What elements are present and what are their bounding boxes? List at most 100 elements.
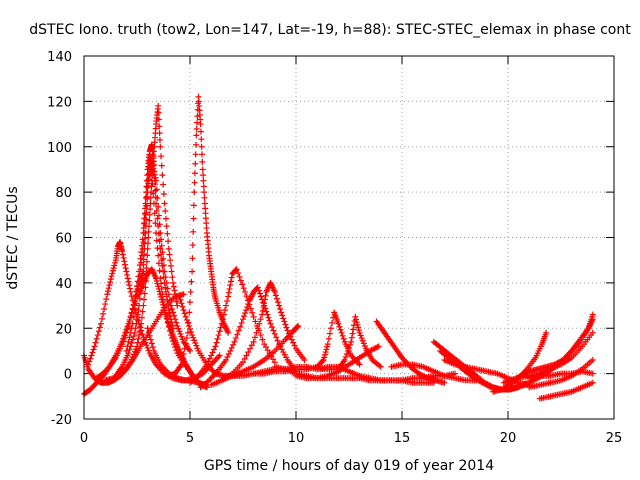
data-point — [360, 340, 367, 347]
x-axis-ticks: 0 5 10 15 20 25 — [80, 56, 622, 446]
data-point — [157, 143, 164, 150]
data-point — [176, 293, 183, 300]
data-point — [131, 307, 138, 314]
data-point — [194, 345, 201, 352]
y-axis-label: dSTEC / TECUs — [5, 186, 21, 289]
data-point — [153, 237, 160, 244]
data-point — [190, 228, 197, 235]
data-point — [237, 277, 244, 284]
data-point — [301, 357, 308, 364]
data-point — [224, 298, 231, 305]
data-point — [126, 285, 133, 292]
data-point — [85, 361, 92, 368]
data-point — [124, 343, 131, 350]
data-point — [163, 223, 170, 230]
data-point — [167, 302, 174, 309]
data-point — [344, 347, 351, 354]
data-point — [189, 242, 196, 249]
data-point — [272, 292, 279, 299]
data-point — [589, 370, 596, 377]
data-point — [154, 280, 161, 287]
data-point — [104, 291, 111, 298]
data-point — [87, 355, 94, 362]
data-point — [249, 309, 256, 316]
data-point — [219, 316, 226, 323]
data-point — [174, 302, 181, 309]
y-tick-label: 120 — [47, 95, 72, 110]
data-point — [284, 327, 291, 334]
data-point — [324, 343, 331, 350]
data-point — [194, 119, 201, 126]
data-point — [203, 384, 210, 391]
data-point — [107, 276, 114, 283]
data-point — [193, 132, 200, 139]
data-point — [170, 283, 177, 290]
data-point — [335, 320, 342, 327]
data-point — [254, 325, 261, 332]
data-point — [180, 291, 187, 298]
data-point — [134, 343, 140, 350]
data-point — [193, 342, 200, 349]
data-point — [259, 311, 266, 318]
data-point — [177, 330, 184, 337]
data-point — [270, 356, 277, 363]
data-point — [256, 290, 263, 297]
data-point — [361, 343, 368, 350]
data-point — [181, 345, 188, 352]
data-point — [126, 282, 133, 289]
data-point — [160, 181, 167, 188]
data-point — [155, 230, 162, 237]
data-point — [171, 287, 178, 294]
data-point — [158, 296, 165, 303]
data-point — [339, 332, 346, 339]
data-point — [225, 350, 232, 357]
data-point — [156, 267, 163, 274]
data-point — [274, 337, 281, 344]
data-point — [99, 315, 106, 322]
data-point — [216, 352, 223, 359]
data-point — [178, 300, 185, 307]
data-point — [353, 316, 360, 323]
data-point — [139, 308, 146, 315]
data-point — [239, 281, 246, 288]
data-point — [138, 259, 145, 266]
data-point — [243, 352, 250, 359]
data-point — [336, 323, 343, 330]
data-point — [215, 332, 222, 339]
data-point — [91, 343, 98, 350]
data-point — [126, 334, 133, 341]
data-point — [321, 354, 328, 361]
data-point — [252, 318, 259, 325]
data-point — [248, 342, 255, 349]
data-point — [179, 356, 186, 363]
data-point — [167, 262, 174, 269]
data-point — [166, 251, 173, 258]
data-point — [321, 351, 328, 358]
data-point — [135, 317, 142, 324]
data-point — [245, 349, 252, 356]
data-point — [155, 260, 162, 267]
data-point — [152, 220, 159, 227]
data-point — [148, 159, 155, 166]
data-point — [156, 123, 163, 130]
data-point — [261, 300, 268, 307]
data-point — [173, 298, 180, 305]
data-point — [187, 299, 193, 306]
data-point — [237, 323, 244, 330]
data-point — [89, 349, 96, 356]
data-point — [193, 125, 200, 132]
data-point — [265, 314, 272, 321]
data-point — [156, 288, 163, 295]
data-point — [174, 322, 181, 329]
data-point — [191, 189, 198, 196]
data-point — [342, 353, 349, 360]
data-point — [358, 335, 365, 342]
data-arc — [526, 368, 596, 382]
data-point — [142, 339, 149, 346]
data-point — [175, 325, 182, 332]
data-point — [281, 318, 288, 325]
data-point — [189, 255, 196, 262]
data-point — [155, 285, 162, 292]
data-point — [258, 293, 265, 300]
data-point — [141, 296, 148, 303]
